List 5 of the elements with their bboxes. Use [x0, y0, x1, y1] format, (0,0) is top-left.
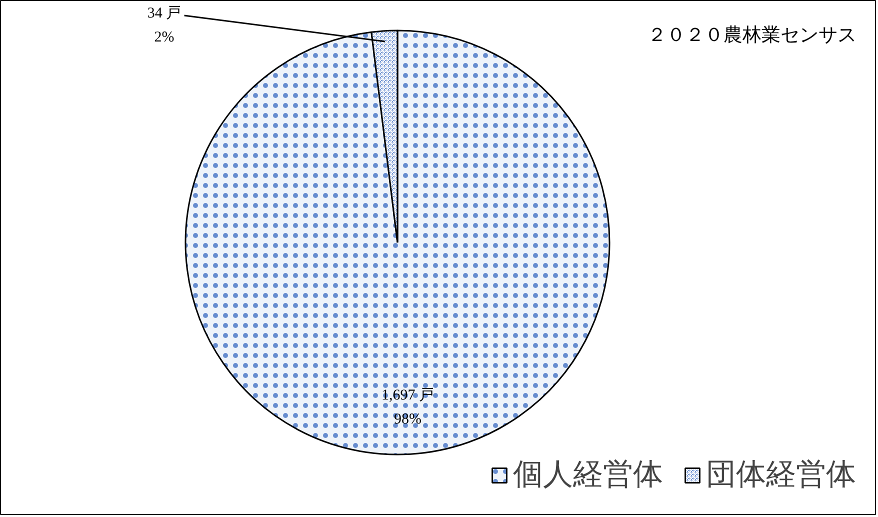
legend-label: 個人経営体 — [513, 457, 663, 493]
legend-label: 団体経営体 — [706, 457, 856, 493]
data-label: 1,697 戸 98% — [381, 388, 434, 428]
text: ２０２０農林業センサス — [648, 25, 856, 46]
data-label: 34 戸 2% — [147, 6, 182, 46]
